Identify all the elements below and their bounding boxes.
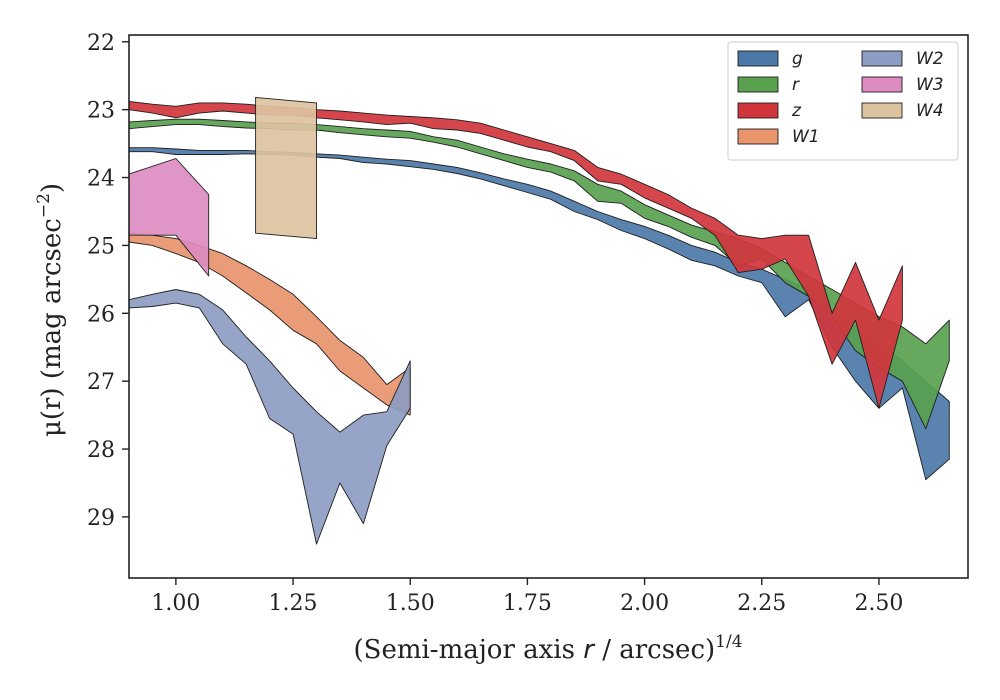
x-axis-label-var: r [583, 635, 596, 665]
x-tick-label: 1.25 [269, 591, 318, 616]
band-z [128, 101, 903, 409]
x-tick-label: 1.50 [386, 591, 435, 616]
legend-label-W2: W2 [916, 49, 944, 69]
y-tick-label: 29 [87, 506, 115, 531]
x-tick-label: 2.00 [620, 591, 669, 616]
legend-label-W4: W4 [916, 101, 944, 121]
y-axis-label-exponent: −2 [34, 193, 54, 218]
y-tick-label: 22 [87, 31, 115, 56]
x-tick-label: 1.75 [503, 591, 552, 616]
legend-swatch-W1 [737, 128, 779, 145]
y-tick-label: 24 [87, 167, 115, 192]
y-tick-label: 25 [87, 234, 115, 259]
plot-frame [128, 34, 969, 579]
y-axis-label: μ(r) (mag arcsec−2) [34, 183, 67, 437]
y-axis-label-main: μ(r) (mag arcsec [37, 218, 67, 437]
legend-swatch-z [737, 102, 779, 119]
legend-swatch-g [737, 50, 779, 67]
legend-swatch-W3 [861, 76, 903, 93]
x-axis-label-unit: / arcsec) [594, 635, 715, 665]
legend-swatch-r [737, 76, 779, 93]
band-r [128, 118, 950, 430]
legend-swatch-W2 [861, 50, 903, 67]
x-axis-label: (Semi-major axis r / arcsec)1/4 [353, 632, 742, 665]
x-tick-label: 1.00 [151, 591, 200, 616]
y-tick-label: 23 [87, 99, 115, 124]
legend-swatch-W4 [861, 102, 903, 119]
y-axis-label-close: ) [37, 183, 67, 193]
legend-label-W3: W3 [916, 75, 944, 95]
x-tick-label: 2.50 [854, 591, 903, 616]
band-W4 [255, 96, 317, 240]
legend-label-r: r [792, 75, 800, 95]
band-W2 [128, 289, 411, 545]
legend-box [727, 41, 959, 161]
band-W3 [128, 158, 210, 277]
y-tick-label: 27 [87, 370, 115, 395]
x-axis: 1.00 1.25 1.50 1.75 2.00 2.25 2.50 [151, 578, 903, 616]
x-axis-label-exponent: 1/4 [715, 632, 742, 652]
x-tick-label: 2.25 [737, 591, 786, 616]
series-bands [128, 96, 950, 545]
legend-label-z: z [791, 101, 802, 121]
y-axis: 22 23 24 25 26 27 28 29 [87, 31, 129, 531]
legend: grz W1 W2 W3 W4 [727, 41, 959, 161]
y-tick-label: 28 [87, 438, 115, 463]
legend-label-W1: W1 [792, 127, 820, 147]
legend-label-g: g [792, 49, 803, 69]
y-tick-label: 26 [87, 302, 115, 327]
band-g [128, 147, 950, 481]
x-axis-label-main: (Semi-major axis [353, 635, 583, 665]
